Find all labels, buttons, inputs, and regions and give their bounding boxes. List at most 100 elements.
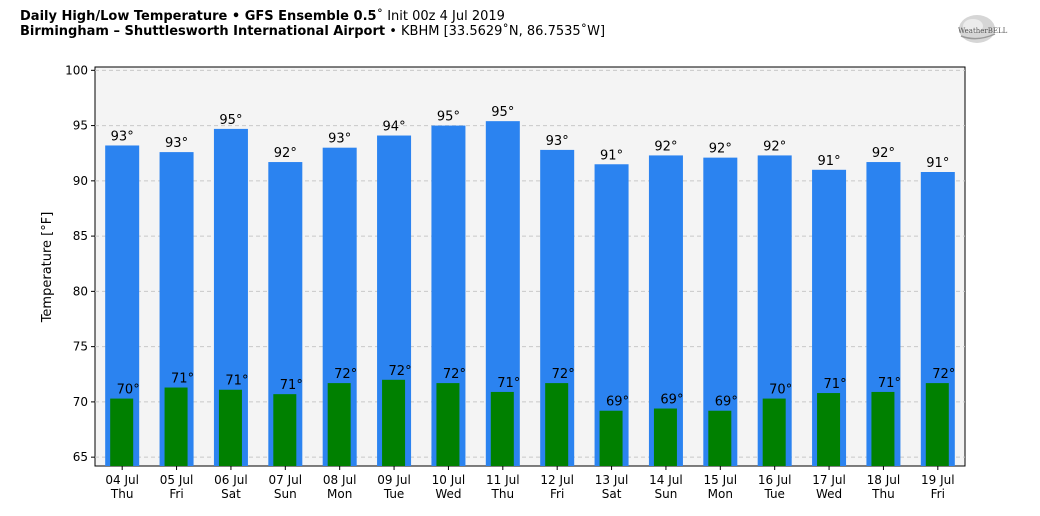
x-tick-date: 04 Jul (105, 473, 139, 487)
high-temp-label: 92° (274, 146, 297, 161)
x-tick-day: Fri (931, 487, 945, 501)
y-tick-label: 100 (65, 63, 88, 77)
high-temp-label: 92° (872, 146, 895, 161)
x-tick-date: 14 Jul (649, 473, 683, 487)
x-tick-date: 09 Jul (377, 473, 411, 487)
high-temp-label: 93° (165, 136, 188, 151)
x-tick-date: 19 Jul (921, 473, 955, 487)
y-tick-label: 70 (73, 395, 88, 409)
x-tick-day: Fri (550, 487, 564, 501)
low-temp-bar (653, 408, 677, 466)
low-temp-bar (164, 387, 188, 466)
x-tick-day: Tue (383, 487, 405, 501)
x-tick-date: 18 Jul (867, 473, 901, 487)
low-temp-bar (708, 410, 732, 466)
chart-title: Daily High/Low Temperature • GFS Ensembl… (20, 9, 505, 24)
x-tick-date: 07 Jul (269, 473, 303, 487)
station-coords: • KBHM [33.5629˚N, 86.7535˚W] (385, 24, 606, 39)
low-temp-label: 72° (932, 367, 955, 382)
high-temp-label: 94° (383, 120, 406, 135)
low-temp-bar (327, 383, 351, 466)
x-tick-date: 08 Jul (323, 473, 357, 487)
low-temp-label: 71° (225, 374, 248, 389)
low-temp-label: 71° (824, 377, 847, 392)
low-temp-bar (218, 389, 242, 466)
low-temp-bar (545, 383, 569, 466)
x-tick-date: 15 Jul (704, 473, 738, 487)
weatherbell-logo: WeatherBELL (958, 15, 1008, 43)
x-tick-date: 17 Jul (812, 473, 846, 487)
x-tick-date: 10 Jul (432, 473, 466, 487)
x-tick-day: Mon (327, 487, 352, 501)
high-temp-label: 92° (763, 139, 786, 154)
y-tick-label: 75 (73, 340, 88, 354)
y-tick-label: 95 (73, 119, 88, 133)
low-temp-label: 72° (389, 364, 412, 379)
high-temp-label: 93° (111, 129, 134, 144)
x-tick-day: Sat (221, 487, 241, 501)
x-tick-date: 13 Jul (595, 473, 629, 487)
y-tick-label: 85 (73, 229, 88, 243)
low-temp-bar (762, 398, 786, 466)
x-tick-date: 06 Jul (214, 473, 248, 487)
logo-text: WeatherBELL (958, 27, 1008, 35)
low-temp-label: 71° (171, 372, 194, 387)
low-temp-bar (871, 391, 895, 466)
x-tick-date: 05 Jul (160, 473, 194, 487)
y-axis: 65 70 75 80 85 90 95 100 (65, 63, 95, 464)
low-temp-bar (436, 383, 460, 466)
x-tick-day: Sat (602, 487, 622, 501)
high-temp-label: 92° (709, 142, 732, 157)
low-temp-label: 72° (443, 367, 466, 382)
y-tick-label: 90 (73, 174, 88, 188)
low-temp-bar (490, 391, 514, 466)
low-temp-label: 72° (334, 367, 357, 382)
x-tick-date: 12 Jul (540, 473, 574, 487)
low-temp-label: 71° (497, 376, 520, 391)
high-temp-label: 91° (818, 154, 841, 169)
x-tick-day: Wed (816, 487, 842, 501)
station-name: Birmingham – Shuttlesworth International… (20, 24, 386, 39)
low-temp-bar (110, 398, 134, 466)
high-temp-label: 91° (926, 156, 949, 171)
high-temp-label: 95° (491, 105, 514, 120)
low-temp-label: 71° (280, 378, 303, 393)
x-tick-day: Fri (169, 487, 183, 501)
low-temp-bar (273, 394, 297, 466)
high-temp-label: 93° (546, 134, 569, 149)
chart-title-main: Daily High/Low Temperature • GFS Ensembl… (20, 9, 377, 24)
y-tick-label: 80 (73, 284, 88, 298)
high-temp-label: 95° (437, 110, 460, 125)
low-temp-bar (817, 393, 841, 466)
y-axis-label: Temperature [°F] (40, 212, 55, 324)
x-tick-day: Thu (491, 487, 515, 501)
x-tick-day: Thu (871, 487, 895, 501)
low-temp-label: 72° (552, 367, 575, 382)
high-temp-label: 93° (328, 132, 351, 147)
x-tick-date: 16 Jul (758, 473, 792, 487)
chart-title-init: ˚ Init 00z 4 Jul 2019 (376, 9, 505, 24)
x-tick-day: Thu (110, 487, 134, 501)
x-tick-day: Sun (274, 487, 297, 501)
bars: 93° 70° 93° 71° 95° 71° 92° 71° 93° 72° 94° 72° 95° 7… (105, 105, 955, 467)
low-temp-label: 70° (117, 383, 140, 398)
low-temp-label: 71° (878, 376, 901, 391)
x-tick-day: Mon (708, 487, 733, 501)
low-temp-bar (599, 410, 623, 466)
y-tick-label: 65 (73, 450, 88, 464)
low-temp-label: 69° (606, 395, 629, 410)
x-tick-date: 11 Jul (486, 473, 520, 487)
high-temp-label: 91° (600, 148, 623, 163)
low-temp-bar (382, 379, 406, 466)
high-temp-label: 95° (219, 113, 242, 128)
low-temp-label: 69° (715, 395, 738, 410)
high-temp-label: 92° (654, 139, 677, 154)
x-tick-day: Tue (763, 487, 785, 501)
low-temp-label: 70° (769, 383, 792, 398)
chart-subtitle: Birmingham – Shuttlesworth International… (20, 24, 605, 39)
x-tick-day: Wed (435, 487, 461, 501)
low-temp-label: 69° (660, 393, 683, 408)
low-temp-bar (925, 383, 949, 466)
